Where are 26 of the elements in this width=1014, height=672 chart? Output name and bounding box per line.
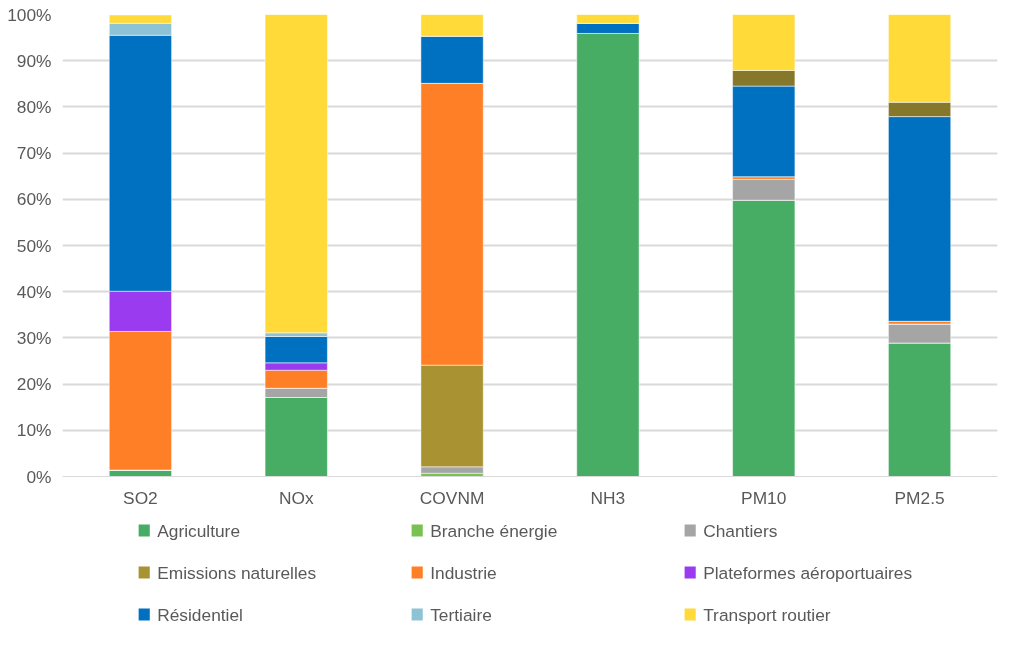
legend-label: Tertiaire: [430, 604, 492, 625]
legend-label: Résidentiel: [157, 604, 243, 625]
legend-label: Emissions naturelles: [157, 562, 317, 583]
y-tick-label: 100%: [7, 4, 52, 25]
y-tick-label: 30%: [16, 327, 52, 348]
y-tick-label: 60%: [16, 189, 52, 210]
x-tick-label: PM2.5: [894, 487, 945, 508]
legend-label: Branche énergie: [430, 520, 558, 541]
y-tick-label: 80%: [16, 96, 52, 117]
x-tick-label: NH3: [590, 487, 626, 508]
legend-label: Industrie: [430, 562, 497, 583]
y-tick-label: 50%: [16, 235, 52, 256]
x-tick-label: PM10: [741, 487, 787, 508]
y-tick-label: 40%: [16, 281, 52, 302]
legend-label: Transport routier: [703, 604, 831, 625]
x-tick-label: COVNM: [419, 487, 485, 508]
y-tick-label: 70%: [16, 143, 52, 164]
y-tick-label: 0%: [26, 466, 52, 487]
legend-label: Chantiers: [703, 520, 778, 541]
y-tick-label: 20%: [16, 374, 52, 395]
y-tick-label: 10%: [16, 420, 52, 441]
legend-label: Agriculture: [157, 520, 241, 541]
x-tick-label: NOx: [278, 487, 314, 508]
x-tick-label: SO2: [123, 487, 158, 508]
y-tick-label: 90%: [16, 50, 52, 71]
legend-label: Plateformes aéroportuaires: [703, 562, 913, 583]
